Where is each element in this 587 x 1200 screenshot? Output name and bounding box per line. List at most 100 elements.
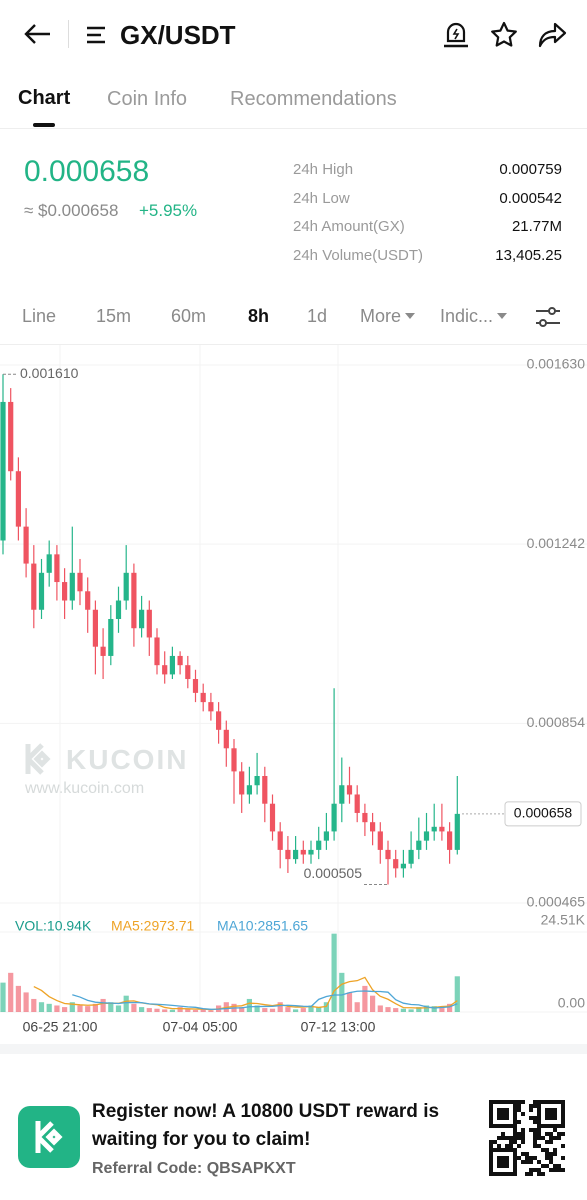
stat-label: 24h Volume(USDT) [293,246,424,264]
volume-bar [31,998,37,1012]
qr-cell [529,1156,533,1160]
candle-body [154,637,160,666]
volume-bar [293,1009,299,1012]
divider [0,128,587,129]
ma-line [33,976,458,1011]
volume-bar [431,1006,437,1012]
qr-cell [509,1136,513,1140]
candle-body [393,859,399,869]
qr-cell [529,1128,533,1132]
qr-code[interactable] [489,1100,565,1176]
qr-cell [489,1144,493,1148]
volume-bar [46,1003,52,1012]
candle-body [162,665,168,675]
qr-cell [533,1136,537,1140]
qr-cell [549,1140,553,1144]
qr-cell [541,1172,545,1176]
candle-body [377,831,383,850]
qr-finder [489,1148,517,1176]
qr-cell [501,1132,505,1136]
volume-bar [15,985,21,1012]
qr-cell [533,1132,537,1136]
candle-body [416,840,422,850]
qr-cell [493,1140,497,1144]
volume-bar [269,1008,276,1012]
qr-cell [537,1144,541,1148]
qr-cell [549,1132,553,1136]
settings-icon[interactable] [535,305,561,329]
volume-bar [108,1002,114,1012]
qr-cell [541,1164,545,1168]
tab[interactable]: Recommendations [230,88,397,110]
qr-cell [533,1120,537,1124]
qr-cell [517,1156,521,1160]
tab[interactable]: Coin Info [107,88,188,110]
qr-cell [529,1172,533,1176]
qr-cell [561,1156,565,1160]
interval[interactable]: Line [22,306,57,326]
candle-body [15,471,21,527]
candle-body [331,803,337,832]
interval-active[interactable]: 8h [248,306,270,326]
last-price-label: 0.000658 [514,805,573,821]
volume-bar [54,1005,60,1012]
interval[interactable]: More [360,306,402,326]
kucoin-logo [18,1106,80,1168]
candle-body [339,785,345,804]
interval[interactable]: 15m [96,306,132,326]
qr-cell [533,1168,537,1172]
y-tick-label: 0.000465 [527,894,586,910]
candle-body [62,582,68,601]
candle-body [216,711,222,730]
volume-bar [393,1008,399,1012]
candle-body [115,600,122,619]
qr-cell [537,1132,541,1136]
candle-body [370,822,376,832]
volume-bar [208,1010,214,1012]
last-price-box [504,801,582,827]
volume-bar [154,1008,160,1012]
qr-cell [529,1108,533,1112]
qr-cell [525,1172,529,1176]
tab-active[interactable]: Chart [18,87,71,109]
qr-cell [513,1132,517,1136]
volume-bar [362,985,368,1012]
candle-body [308,849,314,855]
watermark-text: KUCOIN [66,744,189,775]
share-icon[interactable] [538,21,568,49]
back-button[interactable] [22,22,54,46]
qr-cell [525,1160,529,1164]
candle-body [231,748,237,772]
favorite-icon[interactable] [490,21,518,49]
candle-body [38,572,45,610]
stat-value: 0.000542 [499,189,562,207]
interval[interactable]: Indic... [440,306,494,326]
y-tick-label: 0.001242 [527,535,586,551]
qr-cell [521,1152,525,1156]
qr-cell [533,1140,537,1144]
qr-cell [521,1136,525,1140]
volume-bar [177,1007,183,1012]
candle-body [192,679,199,693]
qr-cell [545,1140,549,1144]
volume-bar [200,1009,206,1012]
candle-body [131,572,137,629]
qr-cell [561,1132,565,1136]
qr-cell [553,1164,557,1168]
alert-icon[interactable] [443,21,469,49]
volume-bar [185,1009,191,1012]
volume-bar [408,1009,414,1012]
volume-bar [192,1010,199,1012]
usd-price: ≈ $0.000658 [24,201,119,220]
interval[interactable]: 1d [307,306,328,326]
qr-cell [561,1168,565,1172]
candle-body [246,785,252,795]
volume-bar [354,1002,360,1012]
qr-cell [533,1156,537,1160]
qr-cell [513,1136,517,1140]
interval[interactable]: 60m [171,306,207,326]
volume-legend: VOL:10.94K [15,918,92,934]
x-tick-label: 07-12 13:00 [301,1019,376,1035]
qr-cell [497,1144,501,1148]
menu-icon[interactable] [86,25,108,45]
